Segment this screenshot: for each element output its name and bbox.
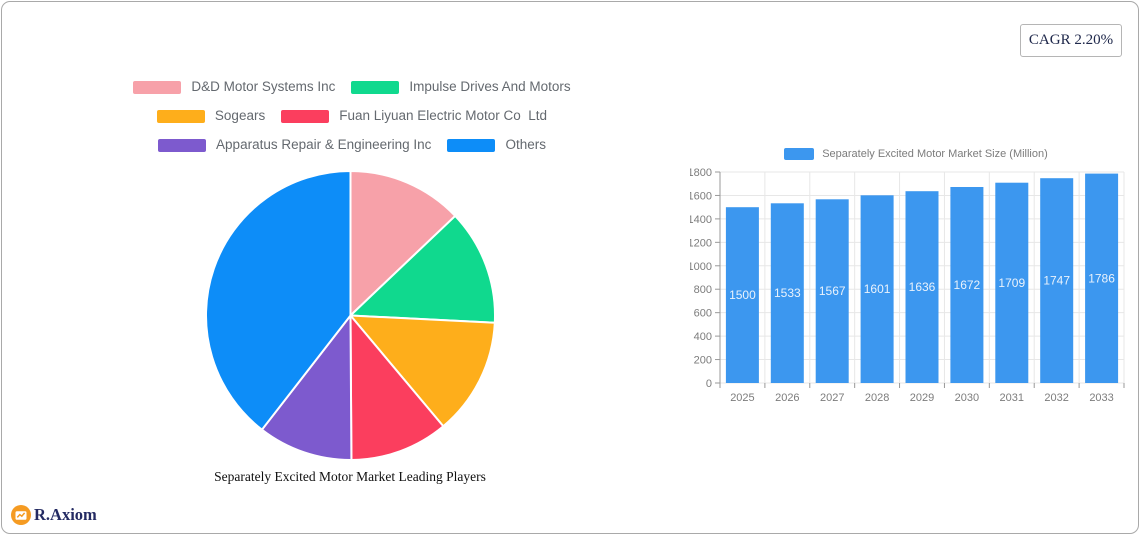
legend-item-1[interactable]: D&D Motor Systems Inc — [133, 78, 335, 96]
x-axis-label: 2026 — [775, 392, 799, 404]
brand-logo: R.Axiom — [11, 505, 97, 525]
legend-swatch — [447, 138, 496, 152]
pie-slice-3[interactable] — [349, 314, 496, 428]
legend-item-2[interactable]: Impulse Drives And Motors — [351, 78, 571, 96]
pie-legend: D&D Motor Systems Inc Impulse Drives And … — [42, 78, 662, 154]
bar-2030[interactable] — [950, 187, 984, 383]
legend-label: D&D Motor Systems Inc — [191, 79, 336, 94]
bar-value-label: 1672 — [954, 278, 981, 292]
y-axis-label: 1400 — [690, 214, 712, 226]
x-axis-label: 2031 — [1000, 392, 1024, 404]
y-axis-label: 200 — [694, 355, 712, 367]
legend-item-5[interactable]: Apparatus Repair & Engineering Inc — [158, 136, 431, 154]
y-axis-label: 1000 — [690, 261, 712, 273]
bar-value-label: 1747 — [1043, 274, 1070, 288]
y-axis-label: 400 — [694, 331, 712, 343]
bar-legend-swatch — [784, 148, 815, 160]
cagr-badge: CAGR 2.20% — [1020, 24, 1122, 57]
bar-2028[interactable] — [860, 195, 894, 383]
legend-swatch — [281, 109, 330, 123]
x-axis-label: 2033 — [1089, 392, 1113, 404]
bar-chart: 0 200 400 600 800 1000 1200 1400 1600 1800 1500 202… — [688, 144, 1140, 410]
pie-chart — [204, 169, 497, 462]
bar-2032[interactable] — [1040, 178, 1074, 383]
bar-2026[interactable] — [770, 203, 804, 383]
bar-2029[interactable] — [905, 191, 939, 383]
y-axis-label: 1800 — [690, 167, 712, 179]
bar-chart-legend[interactable]: Separately Excited Motor Market Size (Mi… — [690, 148, 1140, 160]
y-axis-label: 1600 — [690, 190, 712, 202]
pie-slice-1[interactable] — [349, 170, 457, 317]
legend-swatch — [156, 109, 205, 123]
logo-icon — [11, 505, 31, 525]
cagr-text: CAGR 2.20% — [1028, 32, 1114, 48]
x-axis-label: 2030 — [955, 392, 979, 404]
bar-value-label: 1567 — [819, 284, 846, 298]
legend-item-3[interactable]: Sogears — [156, 107, 266, 125]
x-axis-label: 2028 — [865, 392, 889, 404]
legend-label: Others — [505, 137, 546, 152]
y-axis-label: 600 — [694, 308, 712, 320]
bar-value-label: 1786 — [1088, 271, 1115, 285]
pie-slice-4[interactable] — [349, 314, 445, 461]
bar-legend-label: Separately Excited Motor Market Size (Mi… — [822, 148, 1048, 160]
legend-row: Sogears Fuan Liyuan Electric Motor Co Ltd — [156, 107, 547, 125]
legend-label: Apparatus Repair & Engineering Inc — [216, 137, 432, 152]
bar-value-label: 1500 — [729, 288, 756, 302]
pie-slice-2[interactable] — [349, 214, 496, 324]
x-axis-label: 2025 — [730, 392, 754, 404]
legend-swatch — [133, 80, 182, 94]
bar-2031[interactable] — [995, 182, 1029, 383]
bar-value-label: 1636 — [909, 280, 936, 294]
y-axis-label: 1200 — [690, 237, 712, 249]
legend-label: Impulse Drives And Motors — [409, 79, 571, 94]
pie-slice-6[interactable] — [205, 170, 352, 431]
y-axis-label: 800 — [694, 284, 712, 296]
pie-chart-title: Separately Excited Motor Market Leading … — [214, 469, 486, 484]
pie-slice-5[interactable] — [260, 314, 353, 462]
legend-item-4[interactable]: Fuan Liyuan Electric Motor Co Ltd — [281, 107, 547, 125]
legend-item-6[interactable]: Others — [447, 136, 546, 154]
legend-row: D&D Motor Systems Inc Impulse Drives And … — [133, 78, 571, 96]
x-axis-label: 2032 — [1044, 392, 1068, 404]
legend-label: Sogears — [214, 108, 266, 123]
x-axis-label: 2027 — [820, 392, 844, 404]
bar-value-label: 1601 — [864, 282, 891, 296]
legend-swatch — [351, 80, 400, 94]
bar-2033[interactable] — [1085, 173, 1119, 383]
x-axis-label: 2029 — [910, 392, 934, 404]
legend-row: Apparatus Repair & Engineering Inc Others — [158, 136, 546, 154]
bar-value-label: 1533 — [774, 286, 801, 300]
legend-swatch — [158, 138, 207, 152]
legend-label: Fuan Liyuan Electric Motor Co Ltd — [339, 108, 548, 123]
logo-text: R.Axiom — [34, 505, 97, 524]
y-axis-label: 0 — [706, 378, 712, 390]
bar-2025[interactable] — [725, 207, 759, 383]
bar-value-label: 1709 — [998, 276, 1025, 290]
bar-2027[interactable] — [815, 199, 849, 383]
